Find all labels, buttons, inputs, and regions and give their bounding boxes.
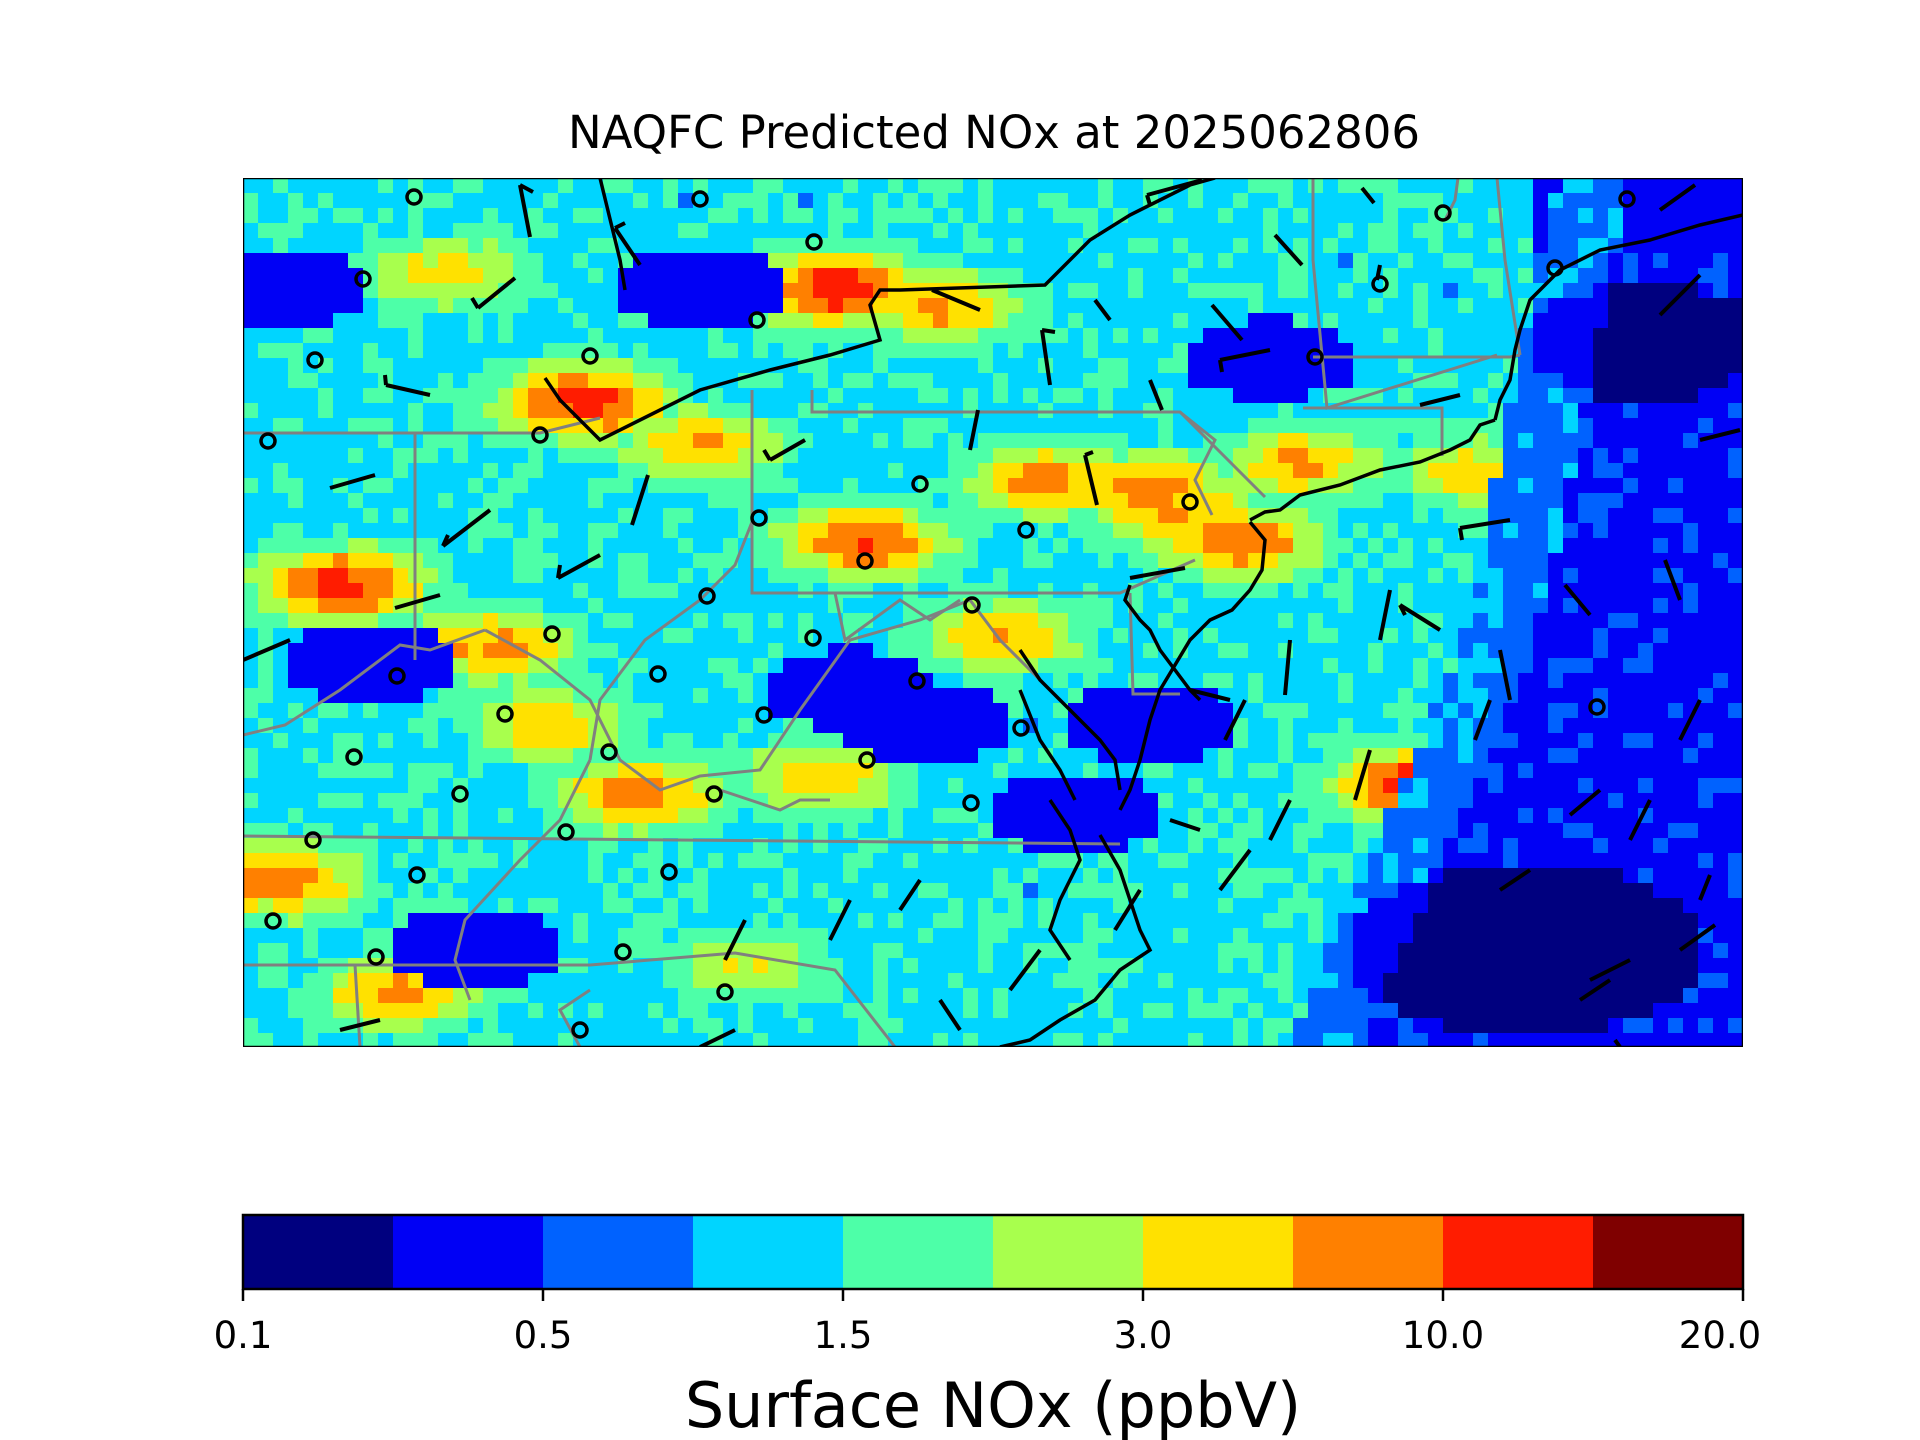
- colorbar-tick-label: 3.0: [1114, 1314, 1173, 1357]
- colorbar-segment: [1143, 1215, 1294, 1289]
- colorbar-segment: [843, 1215, 994, 1289]
- wind-barbs: [243, 178, 1741, 1047]
- monitor-sites: [259, 188, 1636, 1039]
- colorbar-ticks: [241, 1289, 1745, 1301]
- state-borders: [243, 178, 1522, 1047]
- colorbar-tick-label: 0.1: [214, 1314, 273, 1357]
- colorbar-tick-label: 20.0: [1679, 1314, 1761, 1357]
- colorbar-tick-label: 0.5: [514, 1314, 573, 1357]
- colorbar-segment: [1593, 1215, 1744, 1289]
- figure-title: NAQFC Predicted NOx at 2025062806: [568, 106, 1420, 159]
- colorbar-tick-label: 1.5: [814, 1314, 873, 1357]
- map-panel: [243, 178, 1743, 1047]
- colorbar-label: Surface NOx (ppbV): [685, 1369, 1301, 1440]
- colorbar: [243, 1215, 1744, 1289]
- colorbar-tick-label: 10.0: [1402, 1314, 1484, 1357]
- colorbar-segment: [993, 1215, 1144, 1289]
- colorbar-segment: [393, 1215, 544, 1289]
- nox-field: [243, 178, 1743, 1047]
- colorbar-segment: [1293, 1215, 1444, 1289]
- colorbar-segment: [543, 1215, 694, 1289]
- coastlines: [543, 178, 1743, 1047]
- colorbar-frame: [241, 1213, 1745, 1291]
- colorbar-segment: [693, 1215, 844, 1289]
- colorbar-segment: [243, 1215, 394, 1289]
- colorbar-segment: [1443, 1215, 1594, 1289]
